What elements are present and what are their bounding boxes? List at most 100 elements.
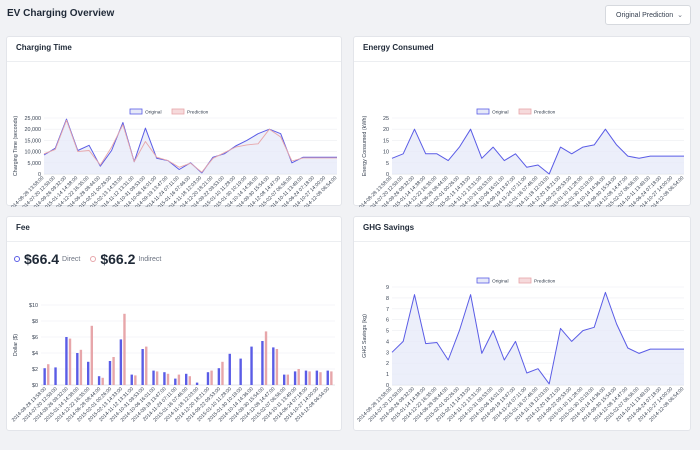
y-tick-label: 15,000: [25, 138, 42, 144]
ghg-savings-card: GHG Savings 0 1 2 3 4 5 6 7 8 9 GHG Savings (kg) 20…: [353, 216, 691, 431]
direct-fee-bar: [108, 361, 112, 385]
charging-time-chart: 0 5,000 10,000 15,000 20,000 25,000 Charging T…: [8, 108, 339, 207]
indirect-fee-bar: [177, 374, 181, 385]
original-area: [392, 292, 684, 385]
y-tick-label: 15: [383, 138, 389, 144]
indirect-fee-bar: [79, 349, 83, 385]
y-tick-label: $4: [32, 351, 38, 357]
legend-label-original: Original: [145, 110, 162, 116]
y-tick-label: $0: [32, 383, 38, 389]
card-divider: [354, 61, 690, 62]
indirect-fee-bar: [188, 376, 191, 385]
indirect-fee-bar: [286, 374, 289, 385]
card-title: Charging Time: [16, 43, 72, 52]
card-divider: [354, 241, 690, 242]
direct-fee-bar: [87, 361, 90, 385]
y-tick-label: 6: [386, 318, 389, 324]
y-tick-label: 5: [386, 329, 389, 335]
direct-fee-bar: [315, 370, 319, 385]
y-tick-label: 10: [383, 150, 389, 156]
y-axis-label: Dollar ($): [13, 334, 19, 356]
y-tick-label: 20,000: [25, 127, 42, 133]
legend-label-prediction: Prediction: [534, 279, 556, 285]
y-tick-label: 0: [386, 383, 389, 389]
direct-fee-bar: [293, 371, 297, 385]
direct-fee-bar: [43, 368, 46, 385]
direct-fee-bar: [119, 339, 123, 385]
original-area: [44, 119, 337, 174]
indirect-fee-bar: [221, 361, 224, 385]
legend-label-prediction: Prediction: [534, 110, 556, 116]
y-tick-label: 25,000: [25, 116, 42, 122]
y-tick-label: 4: [386, 339, 389, 345]
y-tick-label: 2: [386, 361, 389, 367]
card-divider: [7, 61, 341, 62]
indirect-fee-bar: [264, 331, 268, 385]
y-tick-label: 25: [383, 116, 389, 122]
indirect-fee-bar: [308, 371, 311, 385]
indirect-fee-bar: [47, 364, 50, 385]
direct-fee-bar: [97, 376, 101, 385]
y-axis-label: Energy Consumed (kWh): [362, 116, 368, 177]
legend-swatch-prediction: [171, 108, 185, 115]
prediction-dropdown[interactable]: Original Prediction ⌄: [605, 5, 691, 25]
legend-label-prediction: Prediction: [187, 110, 209, 116]
direct-fee-bar: [152, 370, 155, 385]
legend-swatch-original: [476, 108, 490, 115]
indirect-fee-bar: [275, 349, 279, 385]
direct-fee-bar: [185, 373, 188, 385]
direct-fee-bar: [206, 372, 210, 385]
indirect-fee-bar: [134, 375, 137, 385]
direct-fee-bar: [195, 382, 199, 385]
original-series-line: [391, 291, 684, 385]
direct-fee-bar: [174, 378, 177, 385]
direct-legend-dot-icon: [14, 256, 20, 262]
y-axis-label: GHG Savings (kg): [362, 314, 368, 358]
indirect-fee-bar: [297, 369, 300, 385]
direct-fee-bar: [65, 337, 68, 385]
y-tick-label: 0: [386, 172, 389, 178]
indirect-fee-bar: [112, 357, 115, 385]
page-title: EV Charging Overview: [7, 8, 115, 19]
indirect-fee-value: $66.2: [100, 251, 136, 267]
direct-fee-bar: [54, 367, 57, 385]
card-title: Fee: [16, 223, 30, 232]
direct-fee-bar: [141, 349, 144, 385]
chevron-down-icon: ⌄: [677, 12, 683, 19]
indirect-fee-bar: [330, 371, 333, 385]
indirect-fee-bar: [155, 371, 159, 385]
y-tick-label: 20: [383, 127, 389, 133]
y-tick-label: 9: [386, 285, 389, 291]
y-tick-label: 3: [386, 350, 389, 356]
y-tick-label: 8: [386, 296, 389, 302]
y-tick-label: $2: [32, 367, 38, 373]
indirect-fee-bar: [123, 313, 126, 385]
card-divider: [7, 241, 341, 242]
legend-swatch-prediction: [518, 277, 532, 284]
fee-summary: $66.4 Direct $66.2 Indirect: [14, 251, 171, 267]
y-axis-label: Charging Time (seconds): [13, 116, 19, 176]
direct-fee-bar: [261, 341, 264, 385]
indirect-fee-bar: [319, 372, 322, 385]
y-tick-label: 1: [386, 372, 389, 378]
y-tick-label: $6: [32, 335, 38, 341]
charging-time-card: Charging Time 0 5,000 10,000 15,000 20,000 25…: [6, 36, 342, 207]
y-tick-label: $10: [29, 303, 38, 309]
direct-fee-bar: [239, 358, 242, 385]
direct-fee-label: Direct: [62, 255, 81, 263]
card-title: GHG Savings: [363, 223, 415, 232]
direct-fee-bar: [163, 372, 166, 385]
y-tick-label: 5: [386, 161, 389, 167]
indirect-fee-bar: [90, 325, 93, 385]
direct-fee-bar: [283, 374, 286, 385]
energy-consumed-card: Energy Consumed 0 5 10 15 20 25 Energy Consume…: [353, 36, 691, 207]
y-tick-label: 5,000: [28, 161, 42, 167]
y-tick-label: 7: [386, 307, 389, 313]
legend-label-original: Original: [492, 279, 509, 285]
y-tick-label: 10,000: [25, 150, 42, 156]
direct-fee-bar: [228, 353, 231, 385]
dropdown-value: Original Prediction: [616, 11, 674, 19]
original-series-line: [391, 128, 684, 175]
